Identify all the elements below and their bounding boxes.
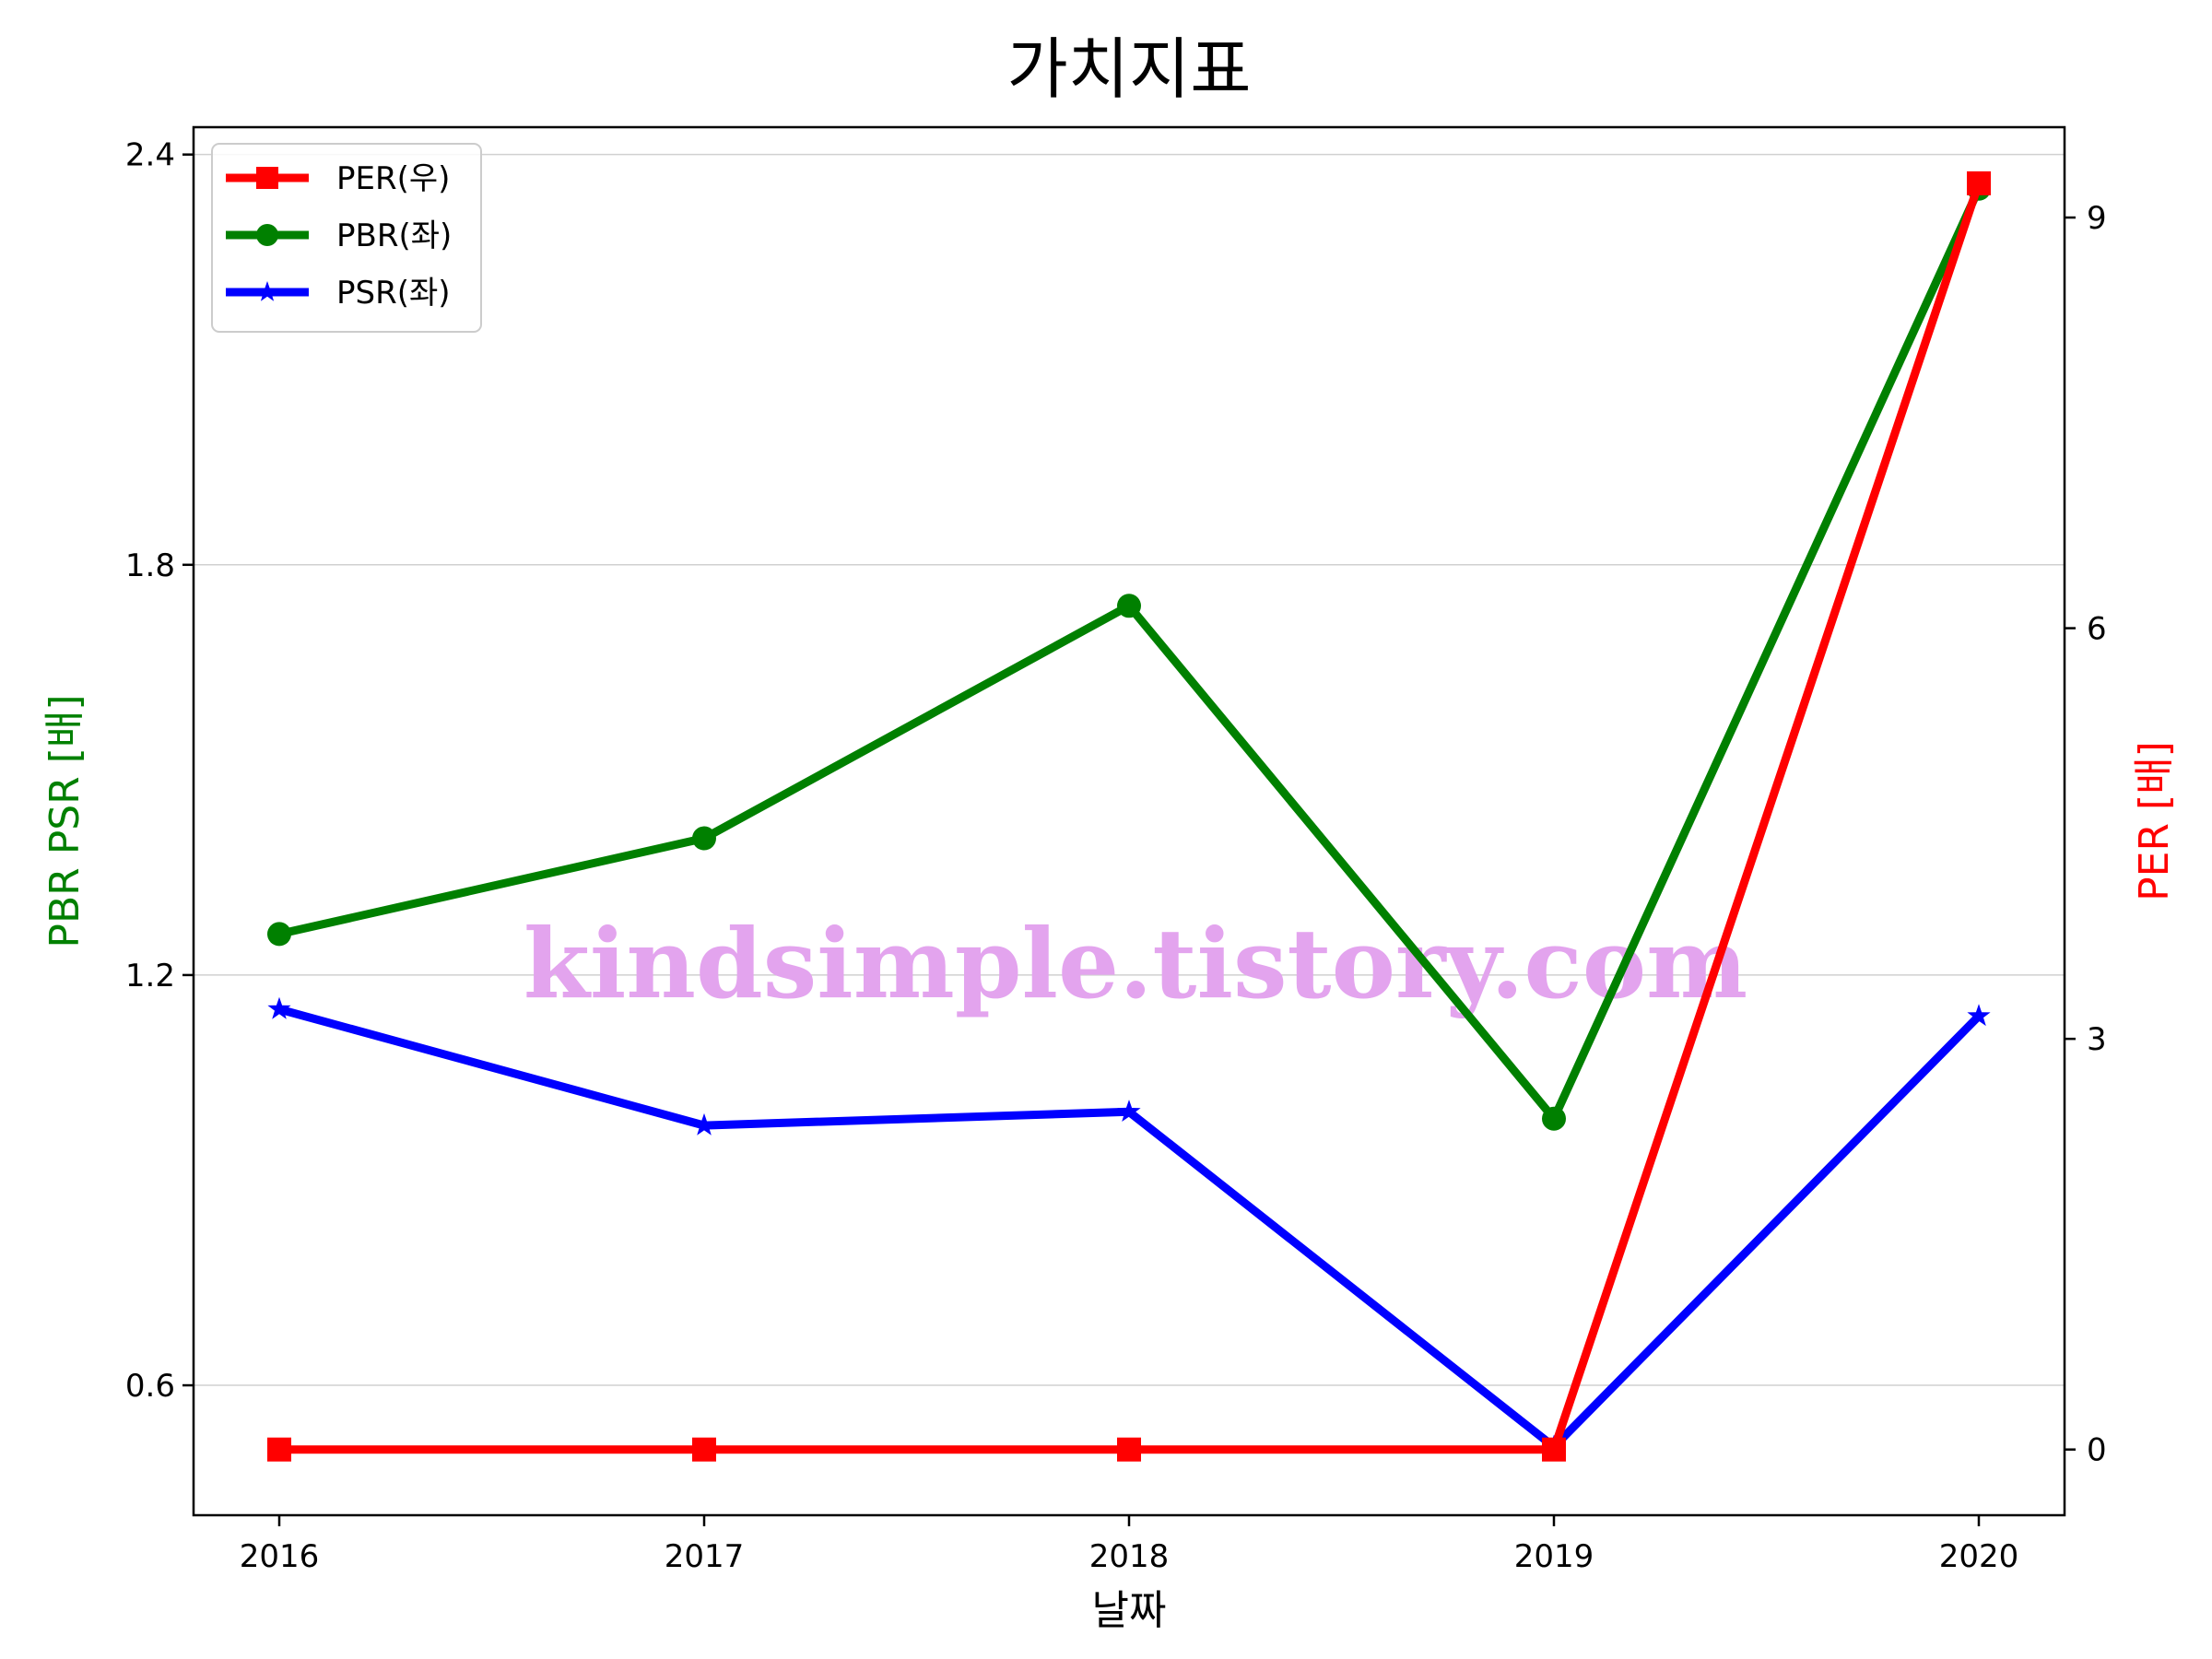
psr-point xyxy=(1117,1100,1141,1122)
x-tick-label: 2019 xyxy=(1514,1538,1594,1575)
x-tick-label: 2020 xyxy=(1939,1538,2019,1575)
right-tick-label: 6 xyxy=(2087,611,2107,648)
left-tick-label: 1.2 xyxy=(125,958,175,994)
right-y-axis-title: PER [배] xyxy=(2131,741,2178,901)
pbr-point xyxy=(1117,594,1141,618)
series-per xyxy=(267,171,1991,1462)
per-point xyxy=(692,1437,716,1462)
right-tick-label: 0 xyxy=(2087,1432,2107,1469)
right-tick-label: 9 xyxy=(2087,200,2107,237)
legend: PER(우) PBR(좌) PSR(좌) xyxy=(211,143,482,333)
pbr-point xyxy=(692,826,716,851)
left-y-axis: 0.6 1.2 1.8 2.4 xyxy=(125,137,194,1405)
right-tick-label: 3 xyxy=(2087,1021,2107,1058)
legend-marker-psr xyxy=(256,281,278,301)
left-y-axis-title: PBR PSR [배] xyxy=(41,694,88,947)
left-tick-label: 0.6 xyxy=(125,1368,175,1405)
psr-point xyxy=(1967,1004,1991,1027)
psr-point xyxy=(267,996,291,1019)
legend-marker-per xyxy=(256,167,278,189)
psr-point xyxy=(692,1112,716,1135)
per-point xyxy=(1117,1437,1141,1462)
x-axis: 2016 2017 2018 2019 2020 xyxy=(240,1515,2019,1575)
psr-line xyxy=(275,1005,1983,1452)
watermark: kindsimple.tistory.com xyxy=(524,907,1747,1020)
left-tick-label: 2.4 xyxy=(125,137,175,174)
pbr-point xyxy=(1542,1106,1566,1131)
series-psr xyxy=(267,996,1991,1457)
legend-marker-pbr xyxy=(256,224,278,246)
per-point xyxy=(1542,1437,1566,1462)
legend-label-per: PER(우) xyxy=(336,160,450,197)
grid xyxy=(194,153,2065,1386)
per-line xyxy=(275,179,1983,1454)
x-tick-label: 2018 xyxy=(1089,1538,1170,1575)
x-axis-title: 날짜 xyxy=(1092,1587,1167,1634)
x-tick-label: 2016 xyxy=(240,1538,320,1575)
per-point xyxy=(1967,171,1991,195)
per-point xyxy=(267,1437,291,1462)
chart-title: 가치지표 xyxy=(1007,30,1252,108)
legend-box xyxy=(211,143,482,333)
plot-frame xyxy=(192,125,2066,1517)
right-y-axis: 0 3 6 9 xyxy=(2065,200,2107,1469)
x-tick-label: 2017 xyxy=(665,1538,745,1575)
legend-label-psr: PSR(좌) xyxy=(336,275,451,312)
pbr-point xyxy=(267,922,291,947)
left-tick-label: 1.8 xyxy=(125,547,175,584)
series xyxy=(267,171,1991,1462)
legend-label-pbr: PBR(좌) xyxy=(336,218,452,254)
